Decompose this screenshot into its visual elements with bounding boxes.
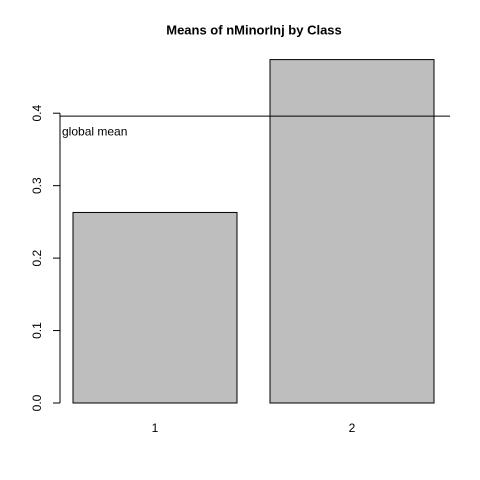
reference-label: global mean <box>62 124 127 138</box>
y-tick-label: 0.3 <box>30 177 44 194</box>
bar <box>72 211 238 404</box>
y-tick-label: 0.4 <box>30 105 44 122</box>
y-tick-label: 0.1 <box>30 322 44 339</box>
x-tick-label: 2 <box>349 421 356 435</box>
y-tick-label: 0.2 <box>30 249 44 266</box>
bar <box>269 59 435 404</box>
x-tick-label: 1 <box>152 421 159 435</box>
y-tick-label: 0.0 <box>30 394 44 411</box>
chart-title: Means of nMinorInj by Class <box>166 22 342 37</box>
